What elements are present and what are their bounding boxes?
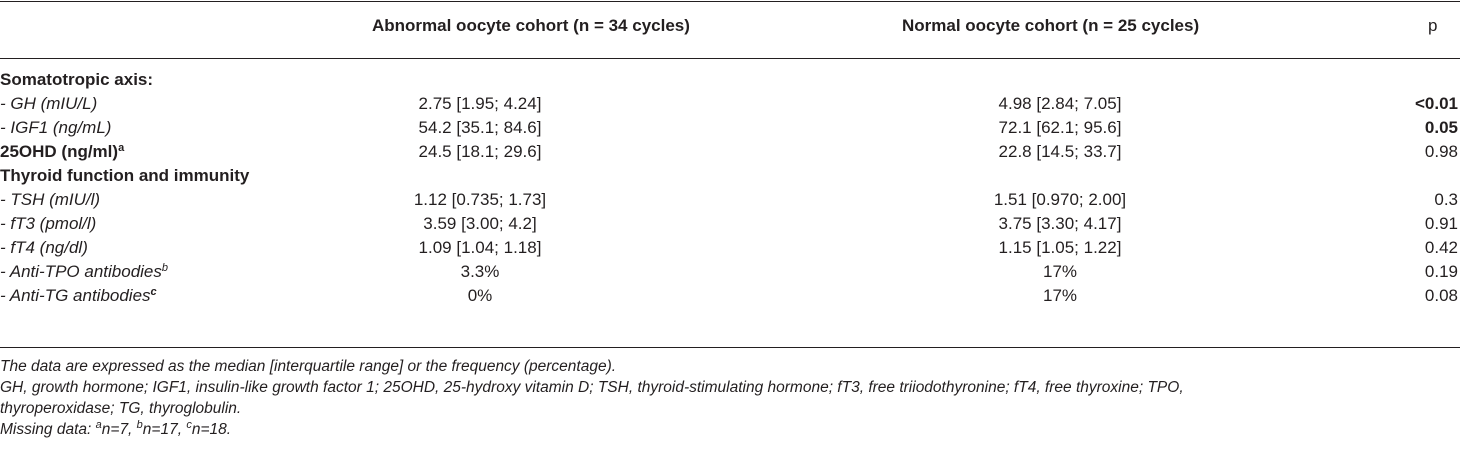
normal-value: 1.15 [1.05; 1.22] xyxy=(998,238,1122,257)
footnote-marker: a xyxy=(118,142,125,154)
p-value: 0.08 xyxy=(1424,286,1458,305)
footnote-abbreviations-cont: thyroperoxidase; TG, thyroglobulin. xyxy=(0,400,242,417)
normal-value: 22.8 [14.5; 33.7] xyxy=(998,142,1122,161)
header-p-value: p xyxy=(1428,16,1438,35)
footnote-marker: a xyxy=(95,419,102,431)
section-label: Thyroid function and immunity xyxy=(0,166,250,185)
footnote-marker: b xyxy=(161,262,169,274)
row-label: 25OHD (ng/ml)a xyxy=(0,142,124,162)
table-row: - fT3 (pmol/l) 3.59 [3.00; 4.2] 3.75 [3.… xyxy=(0,214,1460,238)
row-label: - GH (mIU/L) xyxy=(0,94,98,113)
p-value: 0.42 xyxy=(1424,238,1458,257)
footnote-marker: c xyxy=(186,419,192,431)
header-rule xyxy=(0,58,1460,59)
row-label: - IGF1 (ng/mL) xyxy=(0,118,112,137)
abnormal-value: 3.3% xyxy=(460,262,500,281)
normal-value: 17% xyxy=(1042,286,1078,305)
abnormal-value: 54.2 [35.1; 84.6] xyxy=(418,118,542,137)
row-label: - Anti-TG antibodiesc xyxy=(0,286,157,306)
abnormal-value: 24.5 [18.1; 29.6] xyxy=(418,142,542,161)
row-label: - fT4 (ng/dl) xyxy=(0,238,88,257)
abnormal-value: 3.59 [3.00; 4.2] xyxy=(423,214,537,233)
p-value: 0.91 xyxy=(1424,214,1458,233)
table-row: - Anti-TPO antibodiesb 3.3% 17% 0.19 xyxy=(0,262,1460,286)
table-row: Thyroid function and immunity xyxy=(0,166,1460,190)
abnormal-value: 2.75 [1.95; 4.24] xyxy=(418,94,542,113)
missing-b: n=17, xyxy=(142,421,187,438)
p-value: 0.3 xyxy=(1434,190,1458,209)
header-abnormal-cohort: Abnormal oocyte cohort (n = 34 cycles) xyxy=(372,16,690,35)
normal-value: 4.98 [2.84; 7.05] xyxy=(998,94,1122,113)
footnote-marker: c xyxy=(150,286,157,298)
row-label-text: - Anti-TG antibodies xyxy=(0,286,151,305)
row-label-text: - Anti-TPO antibodies xyxy=(0,262,162,281)
table-row: - fT4 (ng/dl) 1.09 [1.04; 1.18] 1.15 [1.… xyxy=(0,238,1460,262)
table-row: - IGF1 (ng/mL) 54.2 [35.1; 84.6] 72.1 [6… xyxy=(0,118,1460,142)
footnote-missing-data: Missing data: an=7, bn=17, cn=18. xyxy=(0,419,1460,440)
p-value: 0.05 xyxy=(1424,118,1458,137)
table-row: - GH (mIU/L) 2.75 [1.95; 4.24] 4.98 [2.8… xyxy=(0,94,1460,118)
normal-value: 17% xyxy=(1042,262,1078,281)
normal-value: 72.1 [62.1; 95.6] xyxy=(998,118,1122,137)
table-row: - Anti-TG antibodiesc 0% 17% 0.08 xyxy=(0,286,1460,310)
footnote-abbreviations: GH, growth hormone; IGF1, insulin-like g… xyxy=(0,379,1184,396)
missing-data-prefix: Missing data: xyxy=(0,421,96,438)
missing-a: n=7, xyxy=(101,421,137,438)
normal-value: 1.51 [0.970; 2.00] xyxy=(993,190,1127,209)
row-label: - TSH (mIU/l) xyxy=(0,190,101,209)
row-label-text: 25OHD (ng/ml) xyxy=(0,142,119,161)
p-value: <0.01 xyxy=(1414,94,1458,113)
abnormal-value: 1.12 [0.735; 1.73] xyxy=(413,190,547,209)
bottom-rule xyxy=(0,347,1460,348)
row-label: - fT3 (pmol/l) xyxy=(0,214,97,233)
footnote-marker: b xyxy=(136,419,143,431)
p-value: 0.19 xyxy=(1424,262,1458,281)
row-label: - Anti-TPO antibodiesb xyxy=(0,262,168,282)
normal-value: 3.75 [3.30; 4.17] xyxy=(998,214,1122,233)
section-label: Somatotropic axis: xyxy=(0,70,154,89)
table-row: Somatotropic axis: xyxy=(0,70,1460,94)
table-row: 25OHD (ng/ml)a 24.5 [18.1; 29.6] 22.8 [1… xyxy=(0,142,1460,166)
p-value: 0.98 xyxy=(1424,142,1458,161)
footnote-expression: The data are expressed as the median [in… xyxy=(0,358,617,375)
missing-c: n=18. xyxy=(191,421,232,438)
abnormal-value: 1.09 [1.04; 1.18] xyxy=(418,238,542,257)
top-rule xyxy=(0,1,1460,2)
header-normal-cohort: Normal oocyte cohort (n = 25 cycles) xyxy=(902,16,1200,35)
table-row: - TSH (mIU/l) 1.12 [0.735; 1.73] 1.51 [0… xyxy=(0,190,1460,214)
table-footnotes: The data are expressed as the median [in… xyxy=(0,356,1460,440)
abnormal-value: 0% xyxy=(467,286,493,305)
